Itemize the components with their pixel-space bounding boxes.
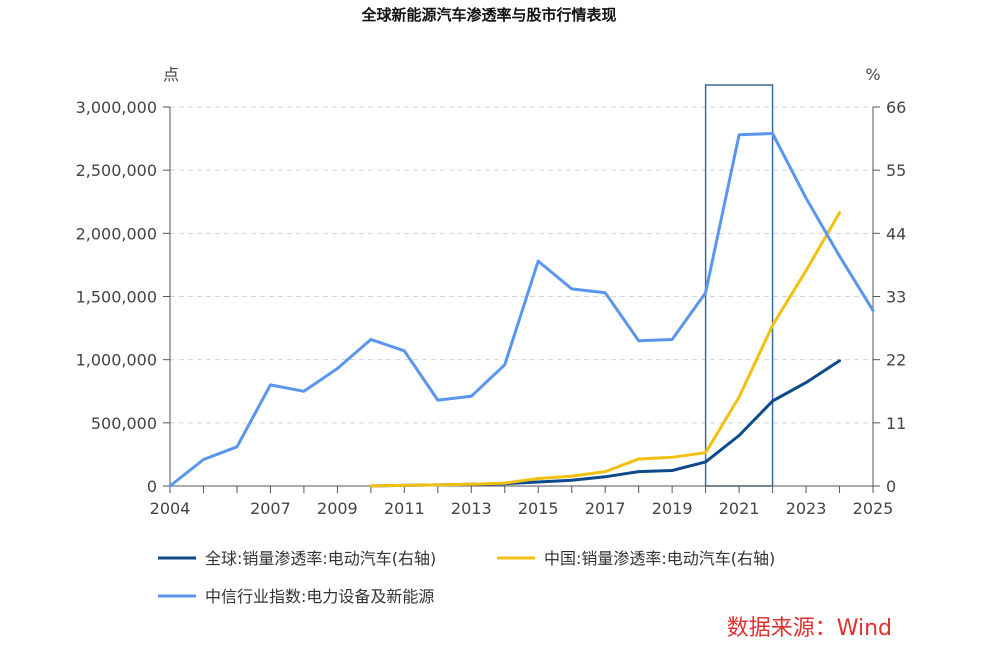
right-axis-unit: % [865,65,880,84]
left-tick-label: 2,500,000 [76,161,157,180]
x-tick-label: 2015 [518,499,559,518]
left-tick-label: 0 [147,477,157,496]
x-tick-label: 2017 [585,499,626,518]
x-tick-label: 2007 [250,499,291,518]
series-line-global [369,359,841,488]
legend-label-china: 中国:销量渗透率:电动汽车(右轴) [544,549,775,568]
right-tick-label: 0 [886,477,896,496]
series-lines [168,132,875,488]
legend-label-index: 中信行业指数:电力设备及新能源 [205,587,434,606]
highlight-box [704,84,774,487]
x-tick-label: 2021 [719,499,760,518]
left-axis-unit: 点 [163,65,179,84]
gridlines [170,106,873,424]
legend: 全球:销量渗透率:电动汽车(右轴) 中国:销量渗透率:电动汽车(右轴) 中信行业… [158,549,775,606]
series-line-index [168,132,875,488]
x-tick-label: 2023 [786,499,827,518]
highlight-rect [704,84,774,487]
legend-label-global: 全球:销量渗透率:电动汽车(右轴) [205,549,436,568]
x-tick-label: 2025 [853,499,894,518]
chart-title: 全球新能源汽车渗透率与股市行情表现 [360,6,616,24]
left-tick-label: 1,000,000 [76,351,157,370]
source-note: 数据来源：Wind [727,616,892,641]
left-tick-label: 3,000,000 [76,98,157,117]
x-tick-label: 2009 [317,499,358,518]
right-tick-label: 55 [886,161,906,180]
right-tick-label: 22 [886,351,906,370]
x-tick-label: 2019 [652,499,693,518]
axes: 0 500,000 1,000,000 1,500,000 2,000,000 2,500… [76,98,907,518]
right-tick-label: 11 [886,414,906,433]
x-tick-label: 2004 [150,499,191,518]
left-tick-label: 500,000 [91,414,157,433]
left-tick-label: 2,000,000 [76,224,157,243]
x-tick-label: 2013 [451,499,492,518]
series-line-china [369,211,841,488]
right-tick-label: 44 [886,224,906,243]
left-tick-label: 1,500,000 [76,288,157,307]
right-tick-label: 33 [886,288,906,307]
x-tick-label: 2011 [384,499,425,518]
right-tick-label: 66 [886,98,906,117]
